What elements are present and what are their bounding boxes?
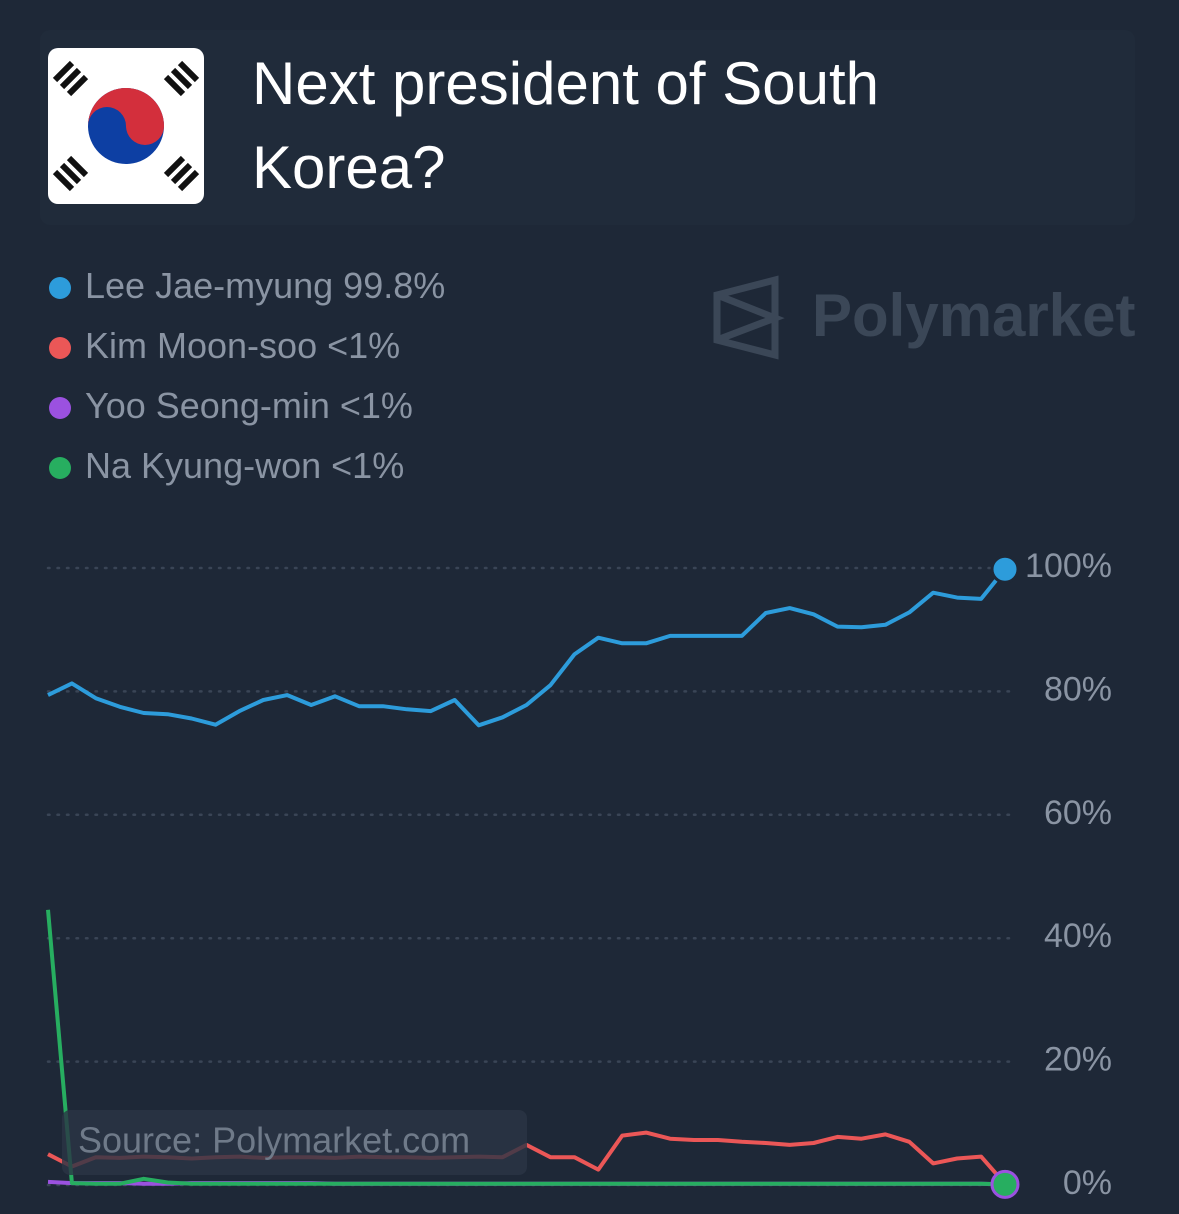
y-tick-label: 40%: [1044, 917, 1112, 955]
chart-title: Next president of South Korea?: [252, 50, 880, 201]
legend-name: Na Kyung-won: [85, 445, 321, 486]
y-tick-label: 60%: [1044, 794, 1112, 832]
legend-value: 99.8%: [343, 265, 445, 306]
legend-marker: [49, 337, 71, 359]
legend-marker: [49, 277, 71, 299]
series-line: [46, 909, 1006, 1187]
legend-name: Lee Jae-myung: [85, 265, 333, 306]
legend-entry: Lee Jae-myung 99.8%: [85, 265, 445, 306]
legend-marker: [49, 457, 71, 479]
legend-value: <1%: [331, 445, 404, 486]
header-card: [40, 30, 1135, 225]
legend-name: Yoo Seong-min: [85, 385, 330, 426]
y-tick-label: 80%: [1044, 670, 1112, 708]
watermark-logo: [713, 275, 785, 360]
series-line: [47, 567, 1007, 728]
legend-entry: Yoo Seong-min <1%: [85, 385, 413, 426]
legend-value: <1%: [327, 325, 400, 366]
y-tick-label: 100%: [1025, 547, 1112, 585]
flag: [48, 48, 204, 204]
source: Source: Polymarket.com: [78, 1120, 470, 1161]
legend-value: <1%: [340, 385, 413, 426]
legend-entry: Na Kyung-won <1%: [85, 445, 404, 486]
end-marker: [990, 554, 1020, 584]
y-tick-label: 0%: [1063, 1164, 1112, 1202]
y-tick-label: 20%: [1044, 1041, 1112, 1079]
source-box: [62, 1110, 527, 1175]
end-marker: [990, 1169, 1020, 1199]
legend-name: Kim Moon-soo: [85, 325, 317, 366]
legend-marker: [49, 397, 71, 419]
legend-entry: Kim Moon-soo <1%: [85, 325, 400, 366]
watermark: Polymarket: [812, 282, 1136, 349]
